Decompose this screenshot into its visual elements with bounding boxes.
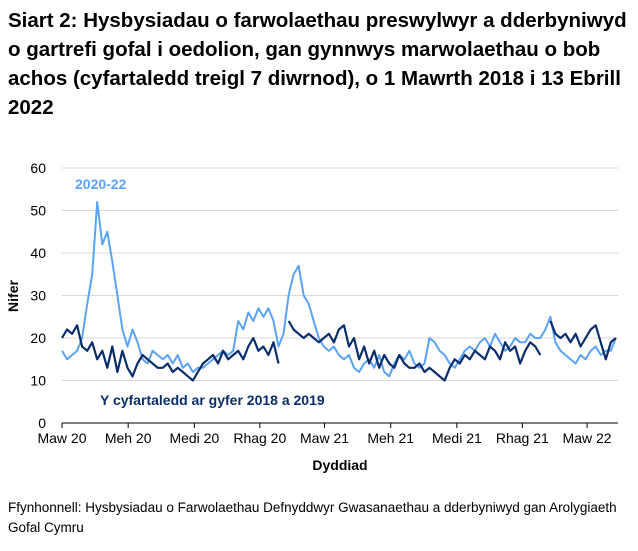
x-axis: Maw 20 Meh 20 Medi 20 Rhag 20 Maw 21 Meh 21 Me… bbox=[37, 422, 618, 446]
series-line bbox=[549, 320, 617, 361]
y-tick-label: 30 bbox=[30, 288, 46, 304]
y-tick-label: 0 bbox=[38, 415, 46, 431]
y-tick-label: 40 bbox=[30, 245, 46, 261]
series-label-2020-22: 2020-22 bbox=[75, 176, 127, 192]
x-tick-label: Medi 20 bbox=[169, 430, 219, 446]
y-axis-label: Nifer bbox=[5, 280, 21, 312]
x-tick-label: Medi 21 bbox=[432, 430, 482, 446]
y-tick-label: 60 bbox=[30, 160, 46, 176]
series-line bbox=[61, 324, 280, 382]
series-1 bbox=[61, 320, 617, 382]
x-tick-label: Maw 21 bbox=[300, 430, 349, 446]
x-axis-label: Dyddiad bbox=[312, 457, 367, 473]
series-lines bbox=[61, 201, 617, 382]
y-tick-label: 50 bbox=[30, 203, 46, 219]
x-tick-label: Maw 22 bbox=[563, 430, 612, 446]
y-tick-label: 10 bbox=[30, 373, 46, 389]
x-tick-label: Rhag 21 bbox=[496, 430, 549, 446]
source-note: Ffynhonnell: Hysbysiadau o Farwolaethau … bbox=[8, 500, 617, 535]
x-tick-label: Meh 20 bbox=[105, 430, 152, 446]
series-label-baseline: Y cyfartaledd ar gyfer 2018 a 2019 bbox=[100, 392, 325, 408]
gridlines bbox=[62, 167, 618, 381]
series-line bbox=[61, 201, 617, 378]
chart-title: Siart 2: Hysbysiadau o farwolaethau pres… bbox=[8, 9, 627, 119]
x-tick-label: Meh 21 bbox=[367, 430, 414, 446]
y-axis-ticks: 0 10 20 30 40 50 60 bbox=[30, 160, 46, 431]
series-line bbox=[287, 320, 542, 382]
series-0 bbox=[61, 201, 617, 378]
x-tick-label: Rhag 20 bbox=[233, 430, 286, 446]
y-tick-label: 20 bbox=[30, 330, 46, 346]
x-tick-label: Maw 20 bbox=[37, 430, 86, 446]
